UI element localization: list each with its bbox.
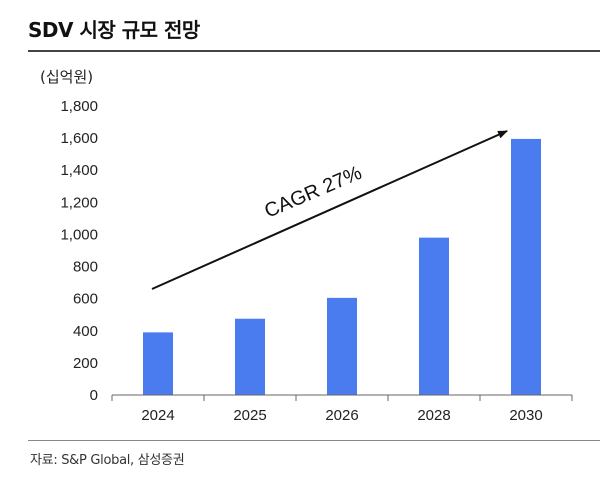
y-tick-label: 1,800 bbox=[60, 98, 98, 115]
y-tick-label: 0 bbox=[90, 387, 98, 404]
x-tick-label: 2030 bbox=[509, 407, 542, 424]
bar-2026 bbox=[327, 297, 357, 395]
bar-2025 bbox=[235, 318, 265, 395]
x-tick-label: 2026 bbox=[325, 407, 358, 424]
x-tick-label: 2025 bbox=[233, 407, 266, 424]
bar-2028 bbox=[419, 237, 449, 395]
trend-arrow bbox=[151, 130, 508, 290]
y-tick-label: 1,000 bbox=[60, 226, 98, 243]
y-tick-label: 1,600 bbox=[60, 130, 98, 147]
bars-group bbox=[143, 138, 541, 396]
x-tick-label: 2024 bbox=[141, 407, 174, 424]
cagr-annotation: CAGR 27% bbox=[261, 162, 365, 223]
y-tick-label: 800 bbox=[73, 259, 98, 276]
bar-2030 bbox=[511, 138, 541, 396]
y-tick-label: 1,200 bbox=[60, 194, 98, 211]
x-axis: 2024 2025 2026 2028 2030 bbox=[111, 395, 573, 424]
chart-title: SDV 시장 규모 전망 bbox=[28, 18, 200, 42]
bar-chart: (십억원) 0 200 400 600 800 1,000 1,200 1,400 1,600 1… bbox=[40, 68, 573, 424]
x-tick-label: 2028 bbox=[417, 407, 450, 424]
source-note: 자료: S&P Global, 삼성증권 bbox=[30, 453, 185, 468]
y-tick-label: 600 bbox=[73, 291, 98, 308]
y-unit-label: (십억원) bbox=[40, 68, 93, 86]
y-tick-label: 200 bbox=[73, 355, 98, 372]
bar-2024 bbox=[143, 332, 173, 395]
y-tick-label: 400 bbox=[73, 323, 98, 340]
title-divider bbox=[28, 50, 600, 52]
y-axis: 0 200 400 600 800 1,000 1,200 1,400 1,600 1,800 bbox=[60, 98, 98, 404]
y-tick-label: 1,400 bbox=[60, 162, 98, 179]
footer-divider bbox=[28, 440, 600, 441]
